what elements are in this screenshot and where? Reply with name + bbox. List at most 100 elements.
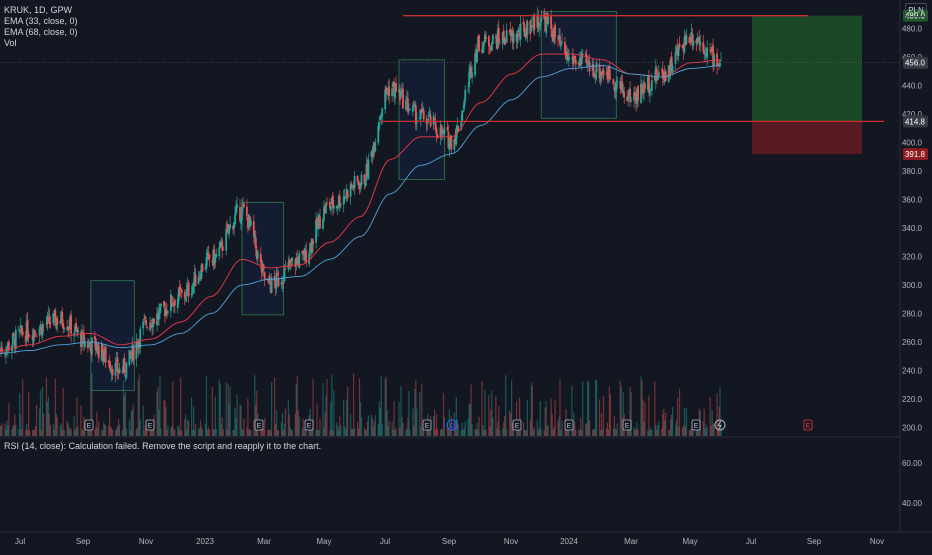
price-tick-label: 260.0 — [902, 338, 923, 347]
candle-body — [593, 74, 596, 78]
candle-body — [208, 254, 211, 260]
volume-bar — [512, 422, 514, 436]
candle-body — [648, 75, 650, 93]
volume-bar — [254, 375, 256, 436]
candle-body — [83, 333, 85, 345]
volume-bar — [115, 428, 118, 436]
candle-body — [298, 253, 301, 269]
candle-body — [151, 325, 154, 328]
volume-bar — [32, 429, 35, 436]
volume-bar — [626, 429, 628, 436]
candle-body — [114, 362, 117, 376]
volume-bar — [585, 423, 587, 436]
volume-bar — [582, 381, 584, 436]
candle-body — [243, 203, 245, 208]
candle-body — [662, 77, 665, 80]
earnings-marker-label: E — [148, 423, 153, 430]
candle-body — [477, 36, 479, 48]
candle-body — [581, 53, 584, 55]
candle-body — [87, 342, 90, 348]
currency-button[interactable]: PLN — [905, 3, 927, 17]
volume-bar — [81, 429, 83, 436]
legend-ema-68[interactable]: EMA (68, close, 0) — [4, 27, 78, 37]
candle-body — [350, 184, 353, 188]
volume-bar — [256, 390, 258, 436]
volume-bar — [109, 407, 111, 436]
candle-body — [296, 257, 299, 260]
volume-bar — [264, 417, 266, 436]
candle-body — [394, 84, 396, 99]
volume-bar — [641, 380, 643, 436]
candle-body — [682, 46, 685, 52]
stop-price-label-bg — [903, 148, 928, 161]
candle-body — [647, 77, 649, 91]
candle-body — [601, 71, 604, 74]
candle-body — [554, 24, 556, 37]
candle-body — [402, 88, 404, 109]
loss-zone — [752, 121, 862, 155]
candle-body — [681, 45, 684, 48]
candle-body — [67, 327, 70, 331]
volume-bar — [614, 428, 616, 436]
candle-body — [163, 301, 165, 307]
volume-bar — [416, 408, 418, 436]
candle-body — [11, 334, 14, 346]
candle-body — [677, 45, 680, 56]
candle-body — [323, 206, 325, 220]
volume-bar — [607, 429, 610, 436]
candle-body — [496, 29, 499, 48]
legend-symbol[interactable]: KRUK, 1D, GPW — [4, 5, 73, 15]
volume-bar — [579, 429, 581, 436]
volume-bar — [330, 401, 332, 436]
volume-bar — [280, 422, 283, 436]
volume-bar — [14, 414, 16, 436]
volume-bar — [111, 429, 114, 436]
candle-body — [412, 104, 415, 106]
candle-body — [89, 346, 92, 354]
candle-body — [497, 28, 500, 43]
candle-body — [157, 312, 159, 319]
volume-bar — [240, 405, 242, 436]
volume-bar — [219, 384, 221, 436]
volume-bar — [136, 427, 138, 436]
candle-body — [41, 324, 44, 336]
rsi-tick-label: 60.00 — [902, 459, 923, 468]
volume-bar — [281, 412, 284, 436]
volume-bar — [364, 429, 367, 436]
candle-body — [319, 216, 321, 229]
price-tick-label: 420.0 — [902, 110, 923, 119]
volume-bar — [589, 420, 591, 436]
volume-bar — [198, 428, 201, 436]
legend-ema-33[interactable]: EMA (33, close, 0) — [4, 16, 78, 26]
volume-bar — [498, 406, 500, 436]
candle-body — [310, 245, 313, 252]
volume-bar — [83, 416, 85, 436]
candle-body — [455, 128, 458, 144]
legend-volume[interactable]: Vol — [4, 38, 17, 48]
volume-bar — [88, 430, 90, 436]
volume-bar — [605, 428, 608, 436]
candle-body — [165, 308, 167, 316]
candle-body — [180, 289, 183, 293]
volume-bar — [331, 374, 333, 436]
volume-bar — [191, 397, 193, 436]
time-tick-label: May — [682, 537, 697, 546]
volume-bar — [337, 425, 339, 436]
candle-body — [446, 126, 449, 131]
candle-body — [225, 229, 228, 251]
candle-body — [448, 139, 451, 151]
candle-body — [669, 58, 672, 74]
candle-body — [371, 153, 374, 158]
volume-bar — [386, 410, 388, 436]
volume-bar — [294, 413, 296, 436]
candle-body — [193, 271, 196, 286]
candle-body — [704, 53, 707, 55]
volume-bar — [66, 421, 68, 436]
volume-bar — [340, 425, 342, 436]
volume-bar — [440, 428, 443, 436]
time-tick-label: Sep — [807, 537, 822, 546]
candle-body — [373, 142, 376, 150]
candle-body — [385, 87, 388, 93]
